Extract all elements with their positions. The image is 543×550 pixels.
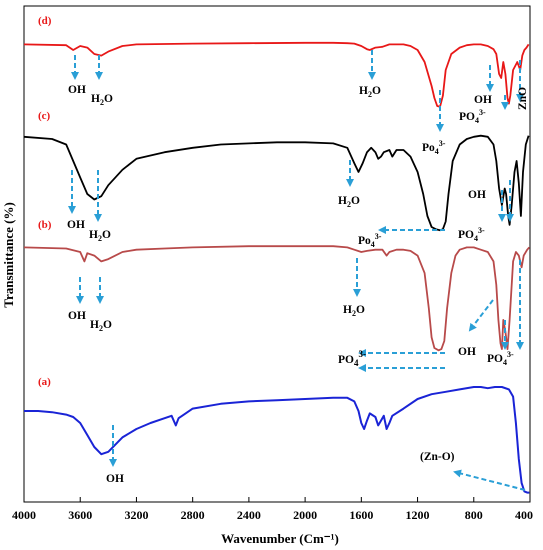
annotation-arrow [468, 299, 494, 332]
x-tick-label-2400: 2400 [237, 508, 261, 522]
ann-c-po4-560: PO43- [458, 226, 485, 243]
ann-b-po4-1040: PO43- [338, 349, 366, 368]
x-tick-label-4000: 4000 [12, 508, 36, 522]
x-tick-label-400: 400 [515, 508, 533, 522]
ann-c-po4-1040: Po43- [358, 232, 382, 249]
series-line-b [23, 245, 530, 352]
ann-a-oh: OH [106, 473, 124, 485]
ann-d-po4-1040: Po43- [422, 139, 446, 156]
x-tick-label-2800: 2800 [181, 508, 205, 522]
x-axis-ticks: 4000 3600 3200 2800 2400 2000 1600 1200 800 400 [12, 497, 533, 522]
ann-d-h2o: H2O [91, 93, 113, 107]
ann-b-po4-570: PO43- [487, 350, 514, 367]
ann-d-oh-630: OH [474, 94, 492, 106]
ann-d-h2o-1600: H2O [359, 85, 381, 99]
annotation-arrow [453, 469, 526, 491]
series-label-d: (d) [38, 15, 52, 27]
series-line-a [24, 386, 530, 494]
plot-area [23, 5, 531, 503]
spectra-curves [23, 41, 530, 494]
y-axis-title: Transmittance (%) [1, 202, 16, 308]
x-tick-label-800: 800 [465, 508, 483, 522]
ann-b-oh-620: OH [458, 346, 476, 358]
x-axis-title: Wavenumber (Cm⁻¹) [221, 531, 339, 546]
ann-b-h2o: H2O [90, 319, 112, 333]
x-tick-label-2000: 2000 [293, 508, 317, 522]
series-label-c: (c) [38, 110, 51, 122]
ann-d-po4-600: PO43- [459, 108, 486, 125]
ann-d-oh: OH [68, 84, 86, 96]
annotation-arrows [68, 50, 526, 491]
series-label-b: (b) [38, 219, 52, 231]
ann-c-h2o: H2O [89, 229, 111, 243]
ann-b-h2o-1630: H2O [343, 304, 365, 318]
x-tick-label-3200: 3200 [124, 508, 148, 522]
series-label-a: (a) [38, 376, 51, 388]
x-tick-label-1600: 1600 [349, 508, 373, 522]
ann-c-oh-620: OH [468, 189, 486, 201]
ann-d-zno: ZnO [517, 87, 529, 110]
ann-b-oh: OH [68, 310, 86, 322]
series-line-c [23, 134, 530, 232]
ann-a-zno: (Zn-O) [420, 451, 455, 463]
x-tick-label-3600: 3600 [68, 508, 92, 522]
x-tick-label-1200: 1200 [406, 508, 430, 522]
ann-c-oh: OH [67, 219, 85, 231]
ann-c-h2o-1630: H2O [338, 195, 360, 209]
